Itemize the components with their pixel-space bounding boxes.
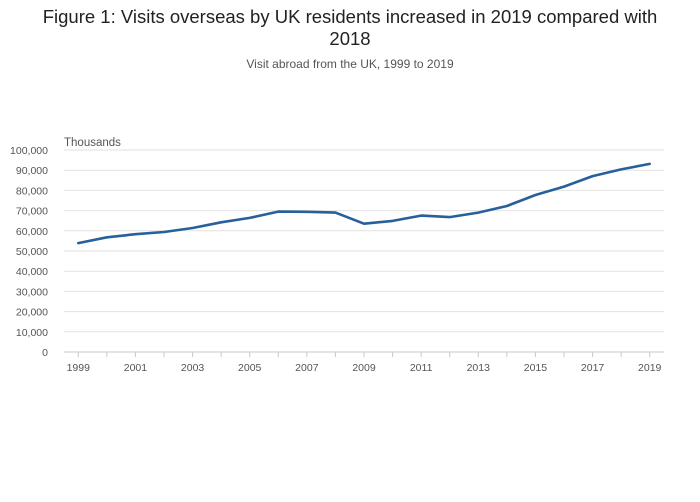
data-point	[390, 218, 396, 224]
x-tick-label: 1999	[67, 362, 91, 374]
data-point	[75, 240, 81, 246]
data-point	[132, 231, 138, 237]
y-tick-label: 10,000	[16, 327, 48, 339]
x-tick-label: 2001	[124, 362, 148, 374]
y-tick-label: 20,000	[16, 307, 48, 319]
y-tick-label: 70,000	[16, 206, 48, 218]
data-point	[561, 184, 567, 190]
data-point	[361, 221, 367, 227]
data-point	[304, 209, 310, 215]
data-point	[618, 166, 624, 172]
data-point	[647, 161, 653, 167]
data-point	[532, 192, 538, 198]
x-tick-label: 2011	[410, 362, 433, 374]
y-tick-label: 50,000	[16, 246, 48, 258]
chart-subtitle: Visit abroad from the UK, 1999 to 2019	[246, 57, 454, 71]
y-tick-label: 30,000	[16, 286, 48, 298]
data-point	[218, 219, 224, 225]
data-point	[247, 215, 253, 221]
data-point	[190, 225, 196, 231]
y-tick-label: 0	[42, 347, 48, 359]
series-lines	[75, 161, 653, 246]
x-axis: 1999 2001 2003 2005 2007 2009 2011 2013 2015 2017…	[64, 351, 664, 374]
x-tick-label: 2007	[295, 362, 319, 374]
x-tick-label: 2005	[238, 362, 262, 374]
data-point	[332, 210, 338, 216]
x-tick-label: 2017	[581, 362, 605, 374]
data-point	[104, 234, 110, 240]
x-tick-label: 2013	[467, 362, 491, 374]
x-tick-label: 2015	[524, 362, 548, 374]
series-line	[77, 162, 652, 245]
x-tick-label: 2019	[638, 362, 662, 374]
y-axis-unit-label: Thousands	[64, 137, 121, 149]
data-point	[590, 173, 596, 179]
data-point	[504, 203, 510, 209]
y-tick-label: 100,000	[10, 145, 48, 157]
y-tick-label: 90,000	[16, 165, 48, 177]
y-tick-label: 60,000	[16, 226, 48, 238]
data-point	[275, 209, 281, 215]
x-tick-label: 2009	[352, 362, 376, 374]
y-axis: 0 10,000 20,000 30,000 40,000 50,000 60,000 70,…	[10, 145, 48, 359]
y-tick-label: 80,000	[16, 185, 48, 197]
data-point	[418, 213, 424, 219]
grid-lines	[64, 149, 664, 333]
data-point	[161, 229, 167, 235]
y-tick-label: 40,000	[16, 266, 48, 278]
data-point	[475, 210, 481, 216]
data-point	[447, 214, 453, 220]
chart-title: Figure 1: Visits overseas by UK resident…	[42, 6, 658, 49]
x-tick-label: 2003	[181, 362, 205, 374]
